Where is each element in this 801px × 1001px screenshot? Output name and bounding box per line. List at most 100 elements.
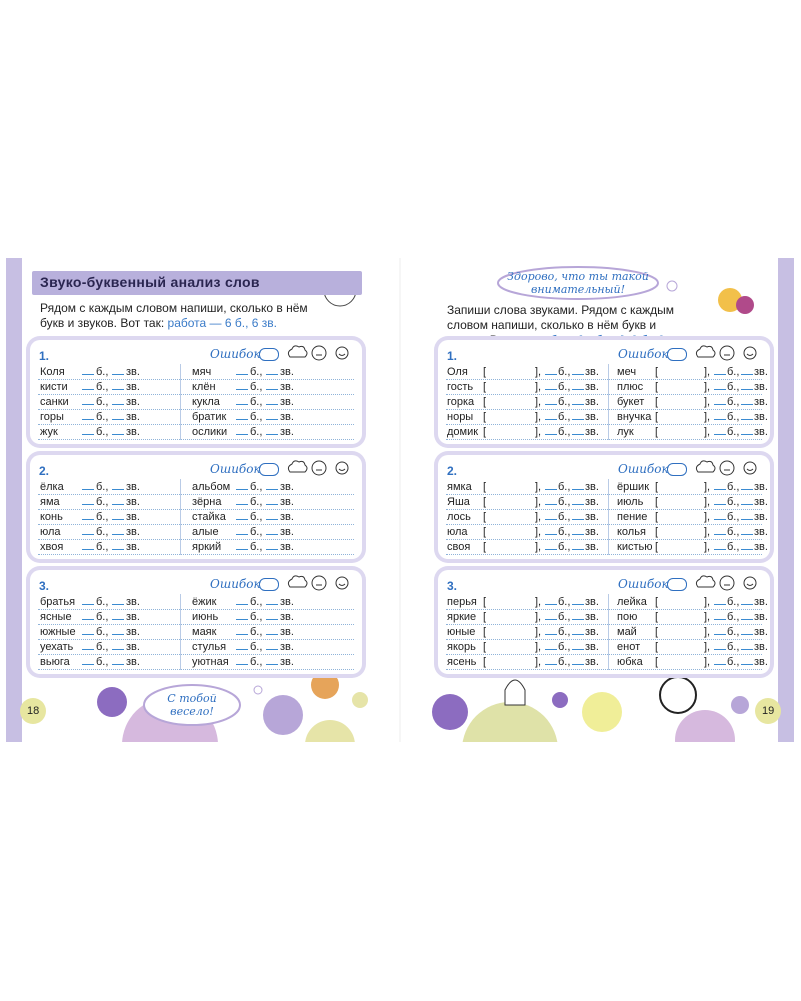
row-label: б., bbox=[96, 366, 109, 378]
blank bbox=[112, 434, 124, 435]
row-label: [ bbox=[483, 366, 487, 378]
row-label: б., bbox=[96, 626, 109, 638]
blank bbox=[236, 634, 248, 635]
faces bbox=[287, 575, 349, 591]
blank bbox=[266, 664, 278, 665]
row-label: ], bbox=[704, 641, 711, 653]
row-label: б., bbox=[250, 411, 263, 423]
blank bbox=[82, 649, 94, 650]
faces bbox=[287, 460, 349, 476]
blank bbox=[266, 489, 278, 490]
row-label: б., bbox=[727, 426, 740, 438]
blank bbox=[714, 649, 726, 650]
row-label: [ bbox=[483, 496, 487, 508]
row-label: ], bbox=[535, 426, 542, 438]
blank bbox=[545, 649, 557, 650]
row-label: б., bbox=[250, 641, 263, 653]
row-line bbox=[38, 379, 354, 395]
face-part bbox=[338, 468, 346, 471]
row-label: зв. bbox=[126, 511, 140, 523]
row-label: зв. bbox=[280, 396, 294, 408]
row-line bbox=[446, 539, 762, 555]
word: яма bbox=[40, 496, 60, 508]
blank bbox=[741, 619, 753, 620]
row-label: [ bbox=[655, 641, 659, 653]
edge bbox=[6, 258, 22, 742]
blank bbox=[236, 489, 248, 490]
row-label: б., bbox=[250, 481, 263, 493]
row-label: б., bbox=[250, 611, 263, 623]
blank bbox=[82, 519, 94, 520]
word: пою bbox=[617, 611, 638, 623]
face-part bbox=[743, 346, 757, 360]
blank bbox=[112, 634, 124, 635]
bg-shapes bbox=[6, 258, 794, 742]
row-line bbox=[446, 594, 762, 610]
blank bbox=[236, 404, 248, 405]
blank bbox=[236, 604, 248, 605]
blank bbox=[572, 549, 584, 550]
column-divider bbox=[608, 364, 609, 440]
blank bbox=[714, 604, 726, 605]
row-label: зв. bbox=[126, 526, 140, 538]
word: уютная bbox=[192, 656, 229, 668]
column-divider bbox=[180, 479, 181, 555]
row-label: б., bbox=[250, 626, 263, 638]
row-label: б., bbox=[727, 541, 740, 553]
row-label: б., bbox=[727, 611, 740, 623]
exercise-card: 2. Ошибок ёлка б., зв. альбом б., зв. яма б., зв. з… bbox=[30, 455, 362, 559]
blank bbox=[741, 504, 753, 505]
blank bbox=[714, 419, 726, 420]
row-label: ], bbox=[704, 496, 711, 508]
blank bbox=[236, 649, 248, 650]
row-line bbox=[38, 594, 354, 610]
word: стулья bbox=[192, 641, 227, 653]
blank bbox=[741, 649, 753, 650]
word: внучка bbox=[617, 411, 652, 423]
edge bbox=[778, 258, 794, 742]
face-part bbox=[746, 353, 754, 356]
row-label: [ bbox=[655, 596, 659, 608]
row-label: б., bbox=[558, 596, 571, 608]
column-divider bbox=[180, 364, 181, 440]
row-label: б., bbox=[727, 626, 740, 638]
face-part bbox=[335, 346, 349, 360]
row-label: ], bbox=[704, 611, 711, 623]
row-label: б., bbox=[250, 366, 263, 378]
blank bbox=[741, 604, 753, 605]
blank bbox=[741, 534, 753, 535]
dot bbox=[755, 698, 781, 724]
blank bbox=[82, 604, 94, 605]
word: юные bbox=[447, 626, 476, 638]
word: своя bbox=[447, 541, 471, 553]
word: колья bbox=[617, 526, 646, 538]
word: горы bbox=[40, 411, 64, 423]
errors-label: Ошибок bbox=[618, 347, 669, 361]
word: июнь bbox=[192, 611, 219, 623]
blank bbox=[82, 549, 94, 550]
row-label: б., bbox=[727, 366, 740, 378]
blank bbox=[236, 619, 248, 620]
row-label: зв. bbox=[126, 656, 140, 668]
blank bbox=[714, 489, 726, 490]
word: юла bbox=[40, 526, 61, 538]
word: июль bbox=[617, 496, 644, 508]
exercise-card: 3. Ошибок перья [], б., зв. лейка [], б., зв. ярки… bbox=[438, 570, 770, 674]
blank bbox=[741, 419, 753, 420]
word: меч bbox=[617, 366, 637, 378]
blank bbox=[741, 489, 753, 490]
dot bbox=[352, 692, 368, 708]
word: зёрна bbox=[192, 496, 222, 508]
row-line bbox=[38, 479, 354, 495]
blank bbox=[112, 649, 124, 650]
blank bbox=[266, 374, 278, 375]
row-label: б., bbox=[558, 511, 571, 523]
blank bbox=[572, 664, 584, 665]
word: кистью bbox=[617, 541, 653, 553]
face-part bbox=[287, 345, 308, 358]
row-label: зв. bbox=[585, 626, 599, 638]
face-part bbox=[719, 345, 735, 361]
row-label: зв. bbox=[280, 626, 294, 638]
row-label: зв. bbox=[585, 366, 599, 378]
